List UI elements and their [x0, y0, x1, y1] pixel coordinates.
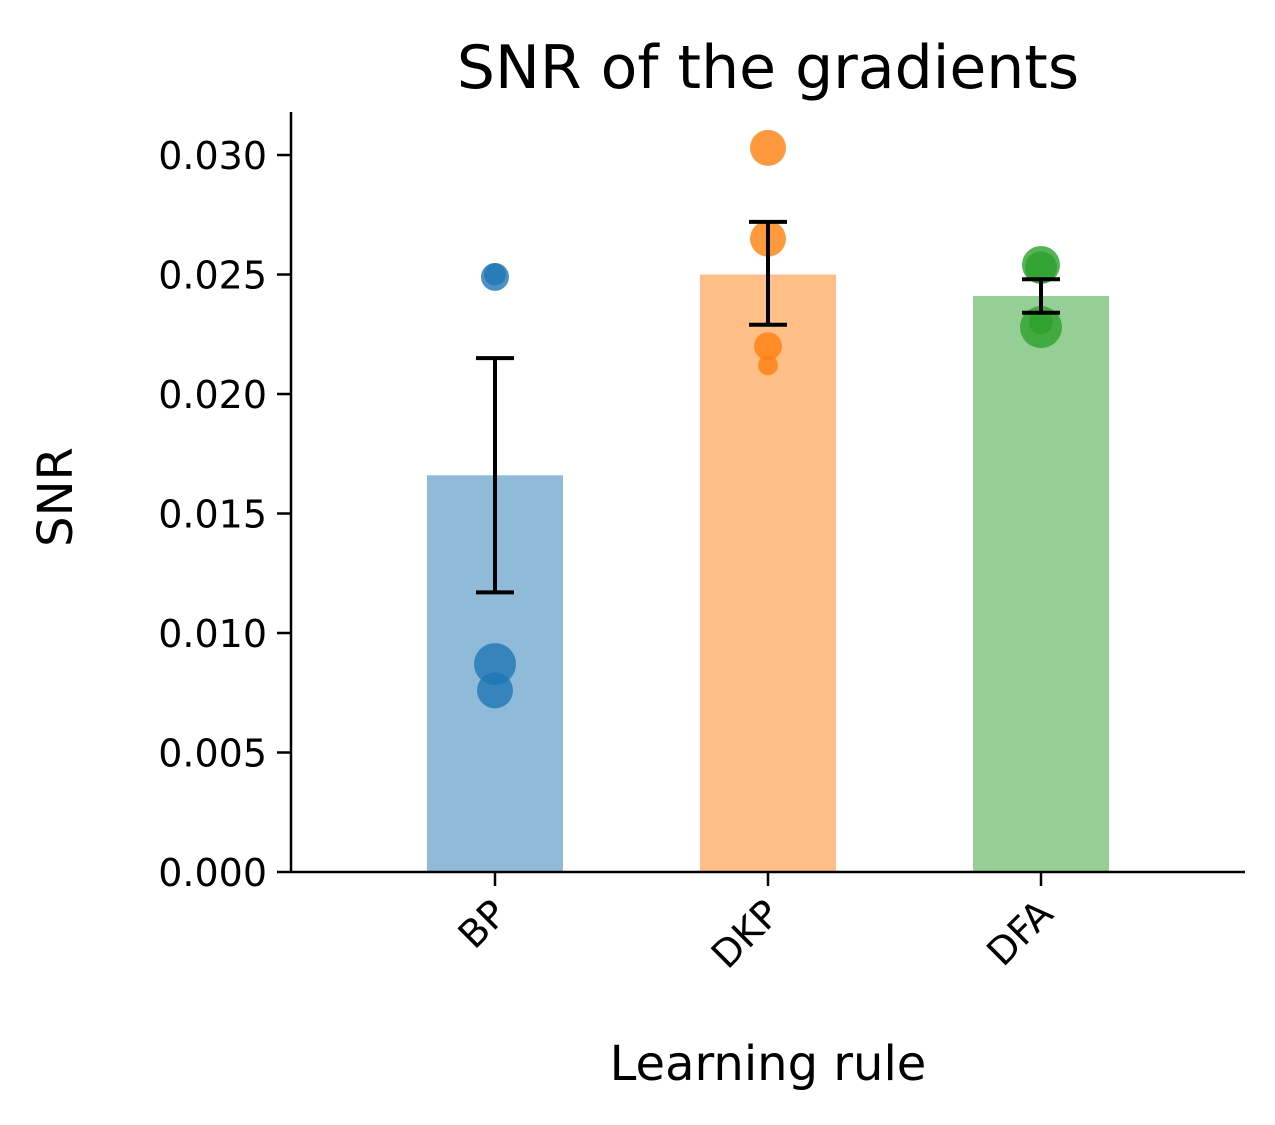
point-bp — [477, 672, 513, 709]
point-dkp — [750, 129, 786, 166]
x-tick-label-bp: BP — [450, 891, 516, 957]
plot-area — [427, 129, 1109, 872]
y-tick-label: 0.005 — [158, 732, 267, 776]
y-tick-label: 0.025 — [158, 254, 267, 298]
point-dkp — [758, 355, 778, 376]
x-axis-ticks: BP DKP DFA — [450, 872, 1061, 977]
x-tick-label-dfa: DFA — [978, 891, 1061, 974]
y-tick-label: 0.030 — [158, 134, 267, 178]
point-dfa — [1025, 251, 1057, 284]
y-tick-label: 0.015 — [158, 493, 267, 537]
x-axis-title: Learning rule — [610, 1036, 927, 1092]
y-axis-title: SNR — [28, 447, 84, 547]
point-dkp — [754, 332, 782, 361]
y-tick-label: 0.000 — [158, 851, 267, 895]
chart-title: SNR of the gradients — [457, 33, 1079, 103]
error-bars-group — [476, 219, 1060, 595]
bar-dfa — [973, 296, 1109, 872]
point-dfa — [1020, 306, 1062, 349]
y-tick-label: 0.020 — [158, 373, 267, 417]
y-tick-label: 0.010 — [158, 612, 267, 656]
point-bp — [474, 643, 516, 686]
x-tick-label-dkp: DKP — [703, 891, 789, 977]
point-bp — [481, 262, 509, 291]
y-axis-ticks: 0.000 0.005 0.010 0.015 0.020 0.025 0.030 — [158, 134, 291, 895]
